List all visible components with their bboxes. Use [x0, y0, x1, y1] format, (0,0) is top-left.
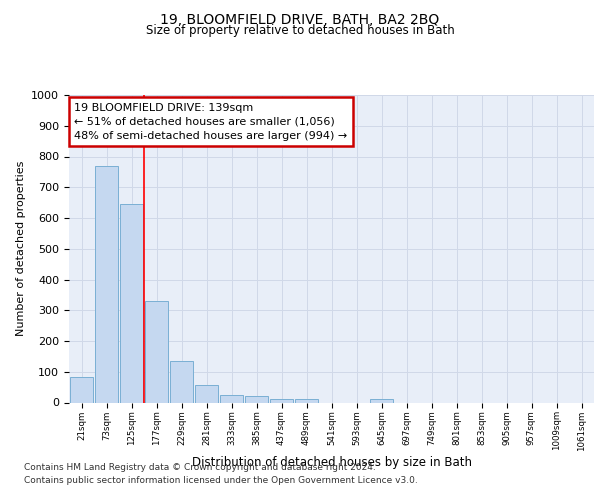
Bar [195, 384, 218, 402]
Bar [170, 361, 193, 403]
Bar [245, 396, 268, 402]
Bar [120, 204, 143, 402]
Bar [370, 399, 393, 402]
X-axis label: Distribution of detached houses by size in Bath: Distribution of detached houses by size … [191, 456, 472, 469]
Bar [220, 395, 243, 402]
Text: 19 BLOOMFIELD DRIVE: 139sqm
← 51% of detached houses are smaller (1,056)
48% of : 19 BLOOMFIELD DRIVE: 139sqm ← 51% of det… [74, 102, 347, 141]
Text: Contains public sector information licensed under the Open Government Licence v3: Contains public sector information licen… [24, 476, 418, 485]
Text: Contains HM Land Registry data © Crown copyright and database right 2024.: Contains HM Land Registry data © Crown c… [24, 462, 376, 471]
Bar [145, 301, 168, 402]
Y-axis label: Number of detached properties: Number of detached properties [16, 161, 26, 336]
Bar [270, 399, 293, 402]
Text: 19, BLOOMFIELD DRIVE, BATH, BA2 2BQ: 19, BLOOMFIELD DRIVE, BATH, BA2 2BQ [160, 12, 440, 26]
Text: Size of property relative to detached houses in Bath: Size of property relative to detached ho… [146, 24, 454, 37]
Bar [70, 377, 93, 402]
Bar [95, 166, 118, 402]
Bar [295, 400, 318, 402]
